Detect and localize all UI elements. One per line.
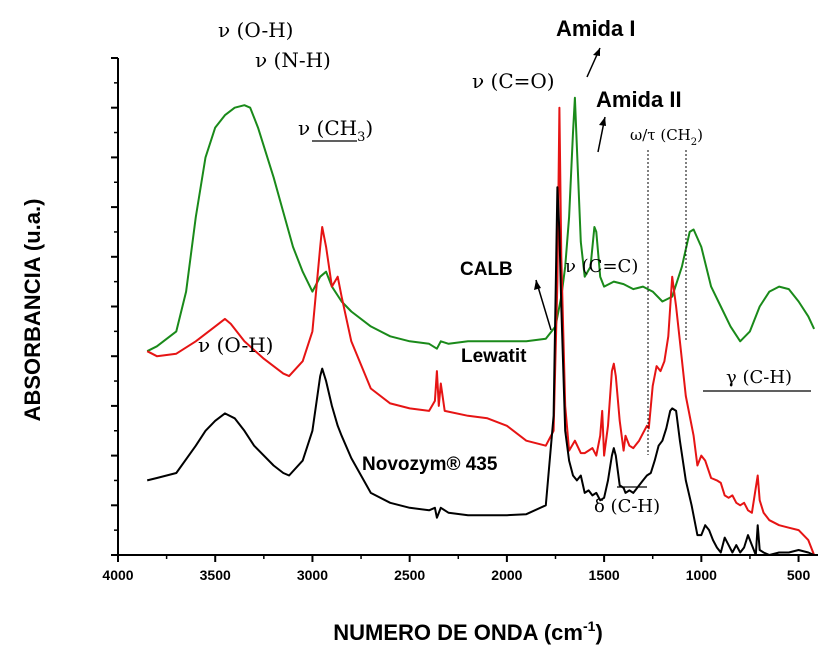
x-axis-title: NUMERO DE ONDA (cm-1) bbox=[333, 618, 603, 645]
annotation-amida-i: Amida I bbox=[556, 16, 635, 41]
annotation-oh-top: ν (O-H) bbox=[218, 18, 293, 42]
label-lewatit: Lewatit bbox=[461, 346, 527, 367]
x-tick-label: 3000 bbox=[297, 567, 328, 583]
annotation-co: ν (C=O) bbox=[472, 69, 555, 93]
annotation-nh: ν (N-H) bbox=[255, 48, 331, 72]
series-layer bbox=[146, 96, 816, 556]
cc-arrowhead bbox=[534, 280, 541, 290]
x-tick-label: 3500 bbox=[200, 567, 231, 583]
tick-layer: 4000 3500 3000 2500 2000 1500 1000 500 bbox=[102, 57, 811, 583]
annotation-amida-ii: Amida II bbox=[596, 87, 682, 112]
series-line-lewatit bbox=[146, 106, 816, 556]
x-tick-label: 2500 bbox=[394, 567, 425, 583]
annotation-delta: δ (C-H) bbox=[594, 496, 660, 517]
annotation-layer: ν (O-H) ν (N-H) ν (CH3) ν (C=O) Amida I … bbox=[198, 16, 811, 517]
annotation-ch2: ω/τ (CH2) bbox=[630, 126, 703, 148]
annotation-gamma: γ (C-H) bbox=[726, 367, 792, 388]
annotation-oh-low: ν (O-H) bbox=[198, 333, 273, 357]
amida-ii-arrowhead bbox=[599, 117, 606, 126]
x-tick-label: 4000 bbox=[102, 567, 133, 583]
y-axis-title: ABSORBANCIA (u.a.) bbox=[20, 199, 45, 422]
label-novozym: Novozym® 435 bbox=[362, 454, 498, 475]
amida-i-arrowhead bbox=[593, 48, 600, 56]
x-tick-label: 1500 bbox=[589, 567, 620, 583]
x-tick-label: 1000 bbox=[686, 567, 717, 583]
series-line-novozym-435 bbox=[146, 186, 815, 556]
annotation-ch3: ν (CH3) bbox=[298, 116, 373, 145]
axes-frame bbox=[117, 58, 818, 556]
x-tick-label: 500 bbox=[787, 567, 811, 583]
series-line-calb bbox=[146, 96, 816, 353]
x-tick-label: 2000 bbox=[491, 567, 522, 583]
annotation-cc: ν (C=C) bbox=[565, 256, 638, 277]
label-calb: CALB bbox=[460, 259, 513, 280]
